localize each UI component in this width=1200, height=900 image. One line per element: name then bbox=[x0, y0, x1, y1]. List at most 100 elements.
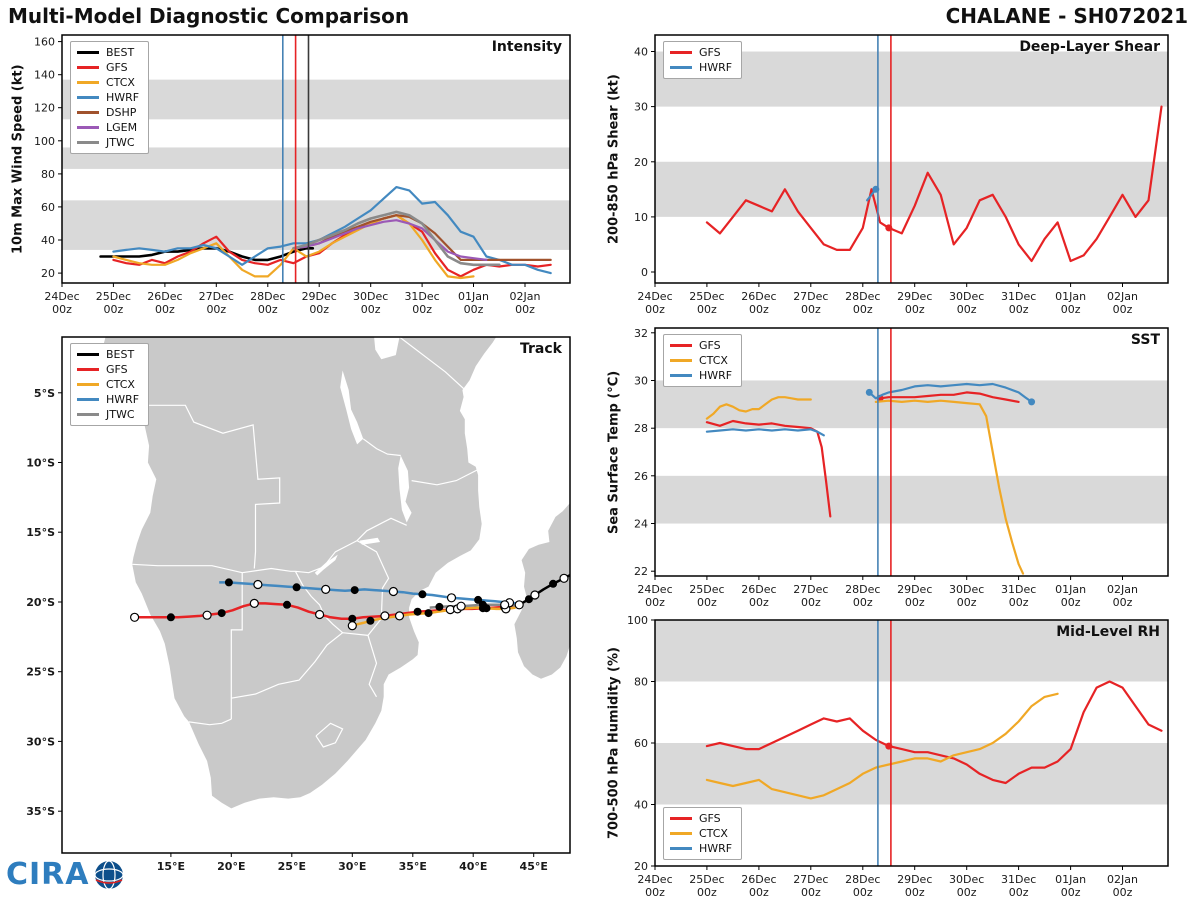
country-border bbox=[139, 404, 281, 569]
x-tick-label: 00z bbox=[361, 303, 381, 316]
y-tick-label: 26 bbox=[634, 470, 648, 483]
legend-swatch bbox=[77, 368, 99, 371]
y-tick-label: 100 bbox=[34, 135, 55, 148]
x-tick-label: 27Dec bbox=[793, 583, 828, 596]
legend-swatch bbox=[670, 66, 692, 69]
lat-tick-label: 20°S bbox=[26, 596, 55, 609]
legend-item-GFS: GFS bbox=[670, 811, 732, 826]
x-tick-label: 00z bbox=[853, 303, 873, 316]
x-tick-label: 00z bbox=[1061, 596, 1081, 609]
rh-legend: GFS CTCX HWRF bbox=[663, 807, 743, 860]
y-tick-label: 30 bbox=[634, 374, 648, 387]
track-fix-00z bbox=[418, 590, 427, 599]
x-tick-label: 00z bbox=[697, 303, 717, 316]
legend-item-DSHP: DSHP bbox=[77, 105, 139, 120]
x-tick-label: 26Dec bbox=[147, 290, 182, 303]
track-fix-00z bbox=[549, 579, 558, 588]
legend-item-HWRF: HWRF bbox=[670, 60, 732, 75]
x-tick-label: 00z bbox=[853, 886, 873, 899]
y-tick-label: 28 bbox=[634, 422, 648, 435]
x-tick-label: 00z bbox=[1009, 886, 1029, 899]
lat-tick-label: 35°S bbox=[26, 805, 55, 818]
x-tick-label: 25Dec bbox=[689, 290, 724, 303]
country-border bbox=[362, 438, 401, 457]
x-tick-label: 02Jan bbox=[510, 290, 541, 303]
track-fix-12z bbox=[315, 609, 325, 620]
legend-label: GFS bbox=[699, 46, 721, 59]
x-tick-label: 29Dec bbox=[302, 290, 337, 303]
country-border bbox=[294, 571, 343, 634]
x-tick-label: 00z bbox=[957, 886, 977, 899]
x-tick-label: 00z bbox=[749, 886, 769, 899]
intensity-panel-title: Intensity bbox=[491, 39, 562, 55]
country-border bbox=[230, 572, 243, 720]
x-tick-label: 00z bbox=[104, 303, 124, 316]
x-tick-label: 28Dec bbox=[250, 290, 285, 303]
x-tick-label: 02Jan bbox=[1107, 583, 1138, 596]
legend-swatch bbox=[670, 847, 692, 850]
x-tick-label: 25Dec bbox=[96, 290, 131, 303]
x-tick-label: 28Dec bbox=[845, 290, 880, 303]
legend-label: JTWC bbox=[106, 136, 135, 149]
track-fix-12z bbox=[446, 593, 457, 603]
legend-label: LGEM bbox=[106, 121, 138, 134]
legend-label: CTCX bbox=[106, 76, 135, 89]
track-fix-00z bbox=[224, 578, 233, 587]
track-fix-00z bbox=[474, 595, 483, 604]
legend-swatch bbox=[77, 353, 99, 356]
y-tick-label: 20 bbox=[41, 267, 55, 280]
country-border bbox=[315, 722, 344, 748]
lon-tick-label: 30°E bbox=[338, 860, 366, 873]
cira-logo: CIRA bbox=[6, 858, 126, 892]
x-tick-label: 00z bbox=[749, 303, 769, 316]
x-tick-label: 02Jan bbox=[1107, 290, 1138, 303]
legend-swatch bbox=[77, 398, 99, 401]
x-tick-label: 27Dec bbox=[793, 873, 828, 886]
shear-panel: 01020304024Dec00z25Dec00z26Dec00z27Dec00… bbox=[634, 34, 1169, 316]
track-fix-12z bbox=[130, 612, 140, 622]
y-tick-label: 20 bbox=[634, 860, 648, 873]
x-tick-label: 28Dec bbox=[845, 583, 880, 596]
track-fix-00z bbox=[366, 616, 375, 625]
track-legend: BEST GFS CTCX HWRF JTWC bbox=[70, 343, 150, 426]
legend-swatch bbox=[77, 96, 99, 99]
series-marker-HWRF bbox=[1028, 398, 1036, 406]
x-tick-label: 31Dec bbox=[1001, 290, 1036, 303]
page-title: Multi-Model Diagnostic Comparison bbox=[8, 4, 410, 28]
x-tick-label: 00z bbox=[515, 303, 535, 316]
x-tick-label: 00z bbox=[905, 303, 925, 316]
legend-swatch bbox=[77, 66, 99, 69]
legend-label: JTWC bbox=[106, 408, 135, 421]
track-fix-00z bbox=[350, 586, 359, 595]
x-tick-label: 01Jan bbox=[1055, 583, 1086, 596]
x-tick-label: 01Jan bbox=[458, 290, 489, 303]
legend-label: HWRF bbox=[106, 393, 140, 406]
legend-item-CTCX: CTCX bbox=[77, 377, 139, 392]
x-tick-label: 00z bbox=[309, 303, 329, 316]
y-tick-label: 22 bbox=[634, 565, 648, 578]
rh-y-axis-label: 700-500 hPa Humidity (%) bbox=[606, 647, 622, 839]
lake bbox=[374, 337, 400, 360]
series-line-HWRF bbox=[868, 382, 1033, 403]
legend-label: HWRF bbox=[699, 842, 733, 855]
legend-item-HWRF: HWRF bbox=[77, 392, 139, 407]
track-fix-12z bbox=[559, 573, 569, 583]
legend-item-GFS: GFS bbox=[77, 60, 139, 75]
category-band bbox=[655, 475, 1168, 524]
legend-swatch bbox=[670, 832, 692, 835]
x-tick-label: 00z bbox=[957, 596, 977, 609]
x-tick-label: 00z bbox=[258, 303, 278, 316]
legend-item-HWRF: HWRF bbox=[670, 841, 732, 856]
lat-tick-label: 25°S bbox=[26, 666, 55, 679]
sst-panel-title: SST bbox=[1130, 332, 1160, 348]
legend-swatch bbox=[77, 51, 99, 54]
series-line-GFS bbox=[705, 105, 1163, 263]
x-tick-label: 24Dec bbox=[637, 290, 672, 303]
legend-swatch bbox=[77, 383, 99, 386]
legend-label: GFS bbox=[699, 339, 721, 352]
track-fix-12z bbox=[530, 590, 540, 600]
y-tick-label: 32 bbox=[634, 327, 648, 340]
y-tick-label: 100 bbox=[627, 614, 648, 627]
y-tick-label: 10 bbox=[634, 211, 648, 224]
